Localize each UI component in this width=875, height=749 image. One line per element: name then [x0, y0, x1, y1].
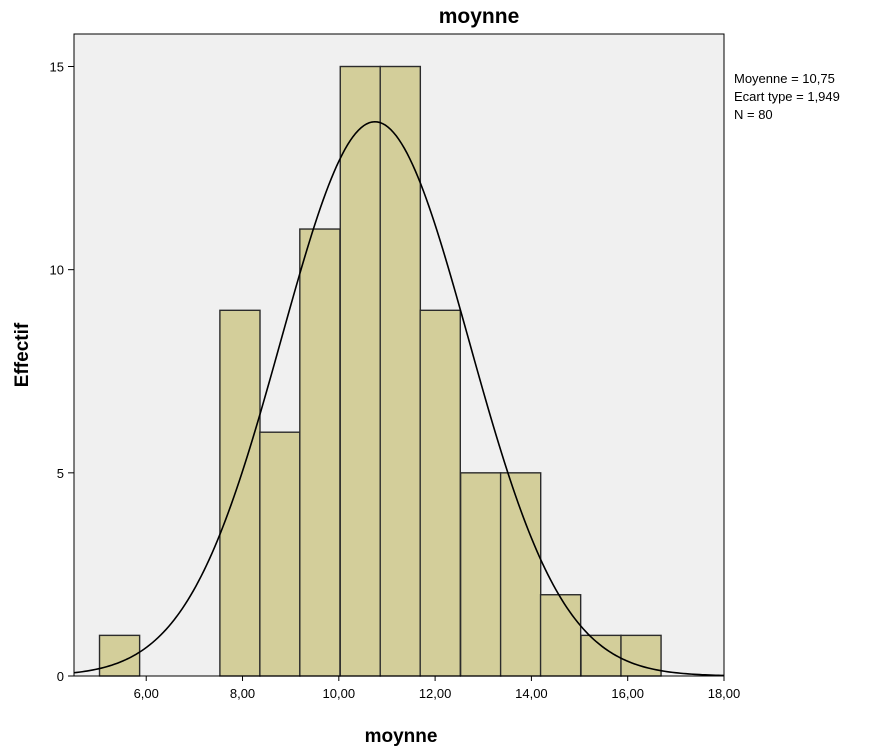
- stat-std: Ecart type = 1,949: [734, 89, 840, 104]
- x-axis-label: moynne: [365, 726, 438, 747]
- histogram-bar: [339, 65, 382, 677]
- histogram-bar: [419, 309, 461, 677]
- x-tick-label: 18,00: [708, 686, 741, 701]
- y-tick-label: 0: [57, 669, 64, 684]
- histogram-bar: [299, 228, 341, 677]
- stat-n: N = 80: [734, 107, 773, 122]
- x-tick-label: 12,00: [419, 686, 452, 701]
- histogram-bar: [459, 472, 502, 677]
- y-tick-label: 15: [50, 60, 64, 75]
- y-tick-label: 10: [50, 263, 64, 278]
- bars-layer: [98, 65, 662, 677]
- histogram-bar: [499, 472, 542, 677]
- y-axis-label: Effectif: [12, 322, 33, 387]
- x-tick-label: 10,00: [323, 686, 356, 701]
- x-tick-label: 16,00: [611, 686, 644, 701]
- curve-layer: [73, 120, 725, 677]
- normal-curve: [73, 120, 725, 677]
- chart-title: moynne: [439, 5, 520, 28]
- histogram-bar: [259, 431, 301, 677]
- x-tick-label: 6,00: [134, 686, 159, 701]
- x-tick-label: 14,00: [515, 686, 548, 701]
- stats-box: Moyenne = 10,75 Ecart type = 1,949 N = 8…: [734, 71, 840, 122]
- stat-mean: Moyenne = 10,75: [734, 71, 835, 86]
- histogram-bar: [219, 309, 261, 677]
- histogram-bar: [539, 594, 582, 677]
- x-tick-label: 8,00: [230, 686, 255, 701]
- axes-layer: 6,00 8,00 10,00 12,00 14,00 16,00 18,00 0 5 10 15: [50, 34, 741, 701]
- histogram-bar: [580, 634, 622, 677]
- histogram-bar: [379, 65, 422, 677]
- y-tick-label: 5: [57, 466, 64, 481]
